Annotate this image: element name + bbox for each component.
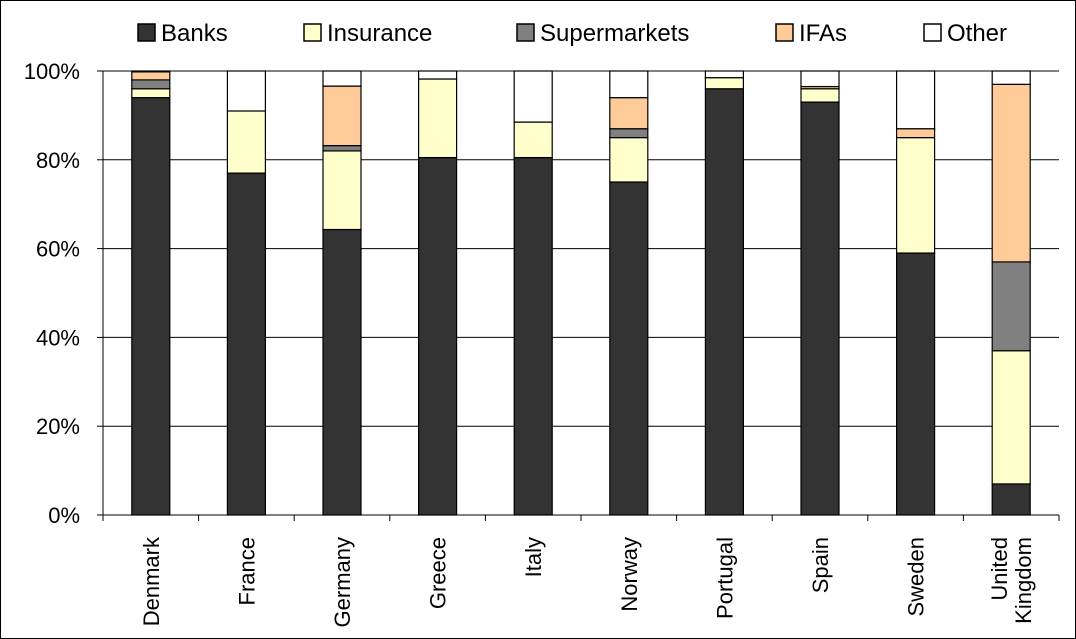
bar-segment-supermarkets [609,128,649,139]
x-tick-label: Sweden [904,537,929,617]
bar-segment-banks [513,156,553,516]
legend-swatch-other [923,23,942,42]
bar-segment-insurance [131,88,171,99]
bar-segment-other [800,70,840,88]
x-tick-label: UnitedKingdom [987,537,1036,624]
bar-segment-banks [322,228,362,516]
y-tick-label: 80% [36,148,80,173]
axes [102,71,1060,521]
bar-segment-other [131,70,171,73]
legend-swatch-ifas [775,23,794,42]
bar-segment-insurance [609,137,649,183]
bar-segment-other [322,70,362,87]
legend-swatch-supermarkets [516,23,535,42]
bar-segment-other [991,70,1031,85]
legend-label-other: Other [947,20,1007,47]
bar-segment-other [418,70,458,80]
bar-segment-insurance [418,78,458,159]
legend-label-insurance: Insurance [327,20,432,47]
legend-label-banks: Banks [161,20,228,47]
x-tick-label: Norway [617,537,642,612]
y-tick-label: 100% [24,59,80,84]
y-tick-label: 20% [36,414,80,439]
legend: Banks Insurance Supermarkets IFAs Other [137,20,1007,47]
x-tick-label: Italy [521,537,546,577]
x-axis-ticks: Denmark France Germany Greece Italy Norway Por… [139,536,1036,627]
bars [131,70,1031,516]
legend-label-supermarkets: Supermarkets [540,20,689,47]
bar-segment-other [895,70,936,130]
x-tick-label: Denmark [139,536,164,626]
bar-segment-insurance [991,350,1031,485]
bar-segment-other [226,70,266,112]
bar-segment-banks [991,483,1031,516]
x-tick-label: Portugal [712,537,737,619]
bar-segment-banks [131,97,171,516]
x-tick-label: France [234,537,259,605]
bar-segment-insurance [895,137,936,254]
bar-segment-other [704,70,745,79]
bar-segment-insurance [800,88,840,103]
legend-label-ifas: IFAs [799,20,847,47]
y-axis-ticks: 0% 20% 40% 60% 80% 100% [24,59,103,528]
bar-segment-ifas [609,97,649,130]
bar-segment-ifas [991,83,1031,263]
bar-segment-insurance [322,150,362,231]
x-tick-label: Greece [426,537,451,609]
bar-segment-banks [609,181,649,516]
bar-segment-supermarkets [322,144,362,152]
bar-segment-ifas [131,71,171,81]
y-tick-label: 60% [36,237,80,262]
bar-segment-insurance [226,110,266,174]
y-tick-label: 0% [48,503,80,528]
x-tick-label: Germany [330,537,355,627]
bar-segment-ifas [895,128,936,139]
y-tick-label: 40% [36,325,80,350]
bar-segment-insurance [704,77,745,90]
bar-segment-other [609,70,649,99]
bar-segment-banks [704,88,745,516]
bar-segment-supermarkets [131,79,171,90]
bar-segment-supermarkets [991,261,1031,352]
bar-segment-ifas [322,85,362,147]
legend-swatch-insurance [303,23,322,42]
bar-segment-banks [800,101,840,516]
bar-segment-banks [418,156,458,516]
bar-segment-banks [895,252,936,516]
x-tick-label: Spain [808,537,833,593]
legend-swatch-banks [137,23,156,42]
bar-segment-insurance [513,121,553,159]
bar-segment-other [513,70,553,123]
bar-segment-banks [226,172,266,516]
